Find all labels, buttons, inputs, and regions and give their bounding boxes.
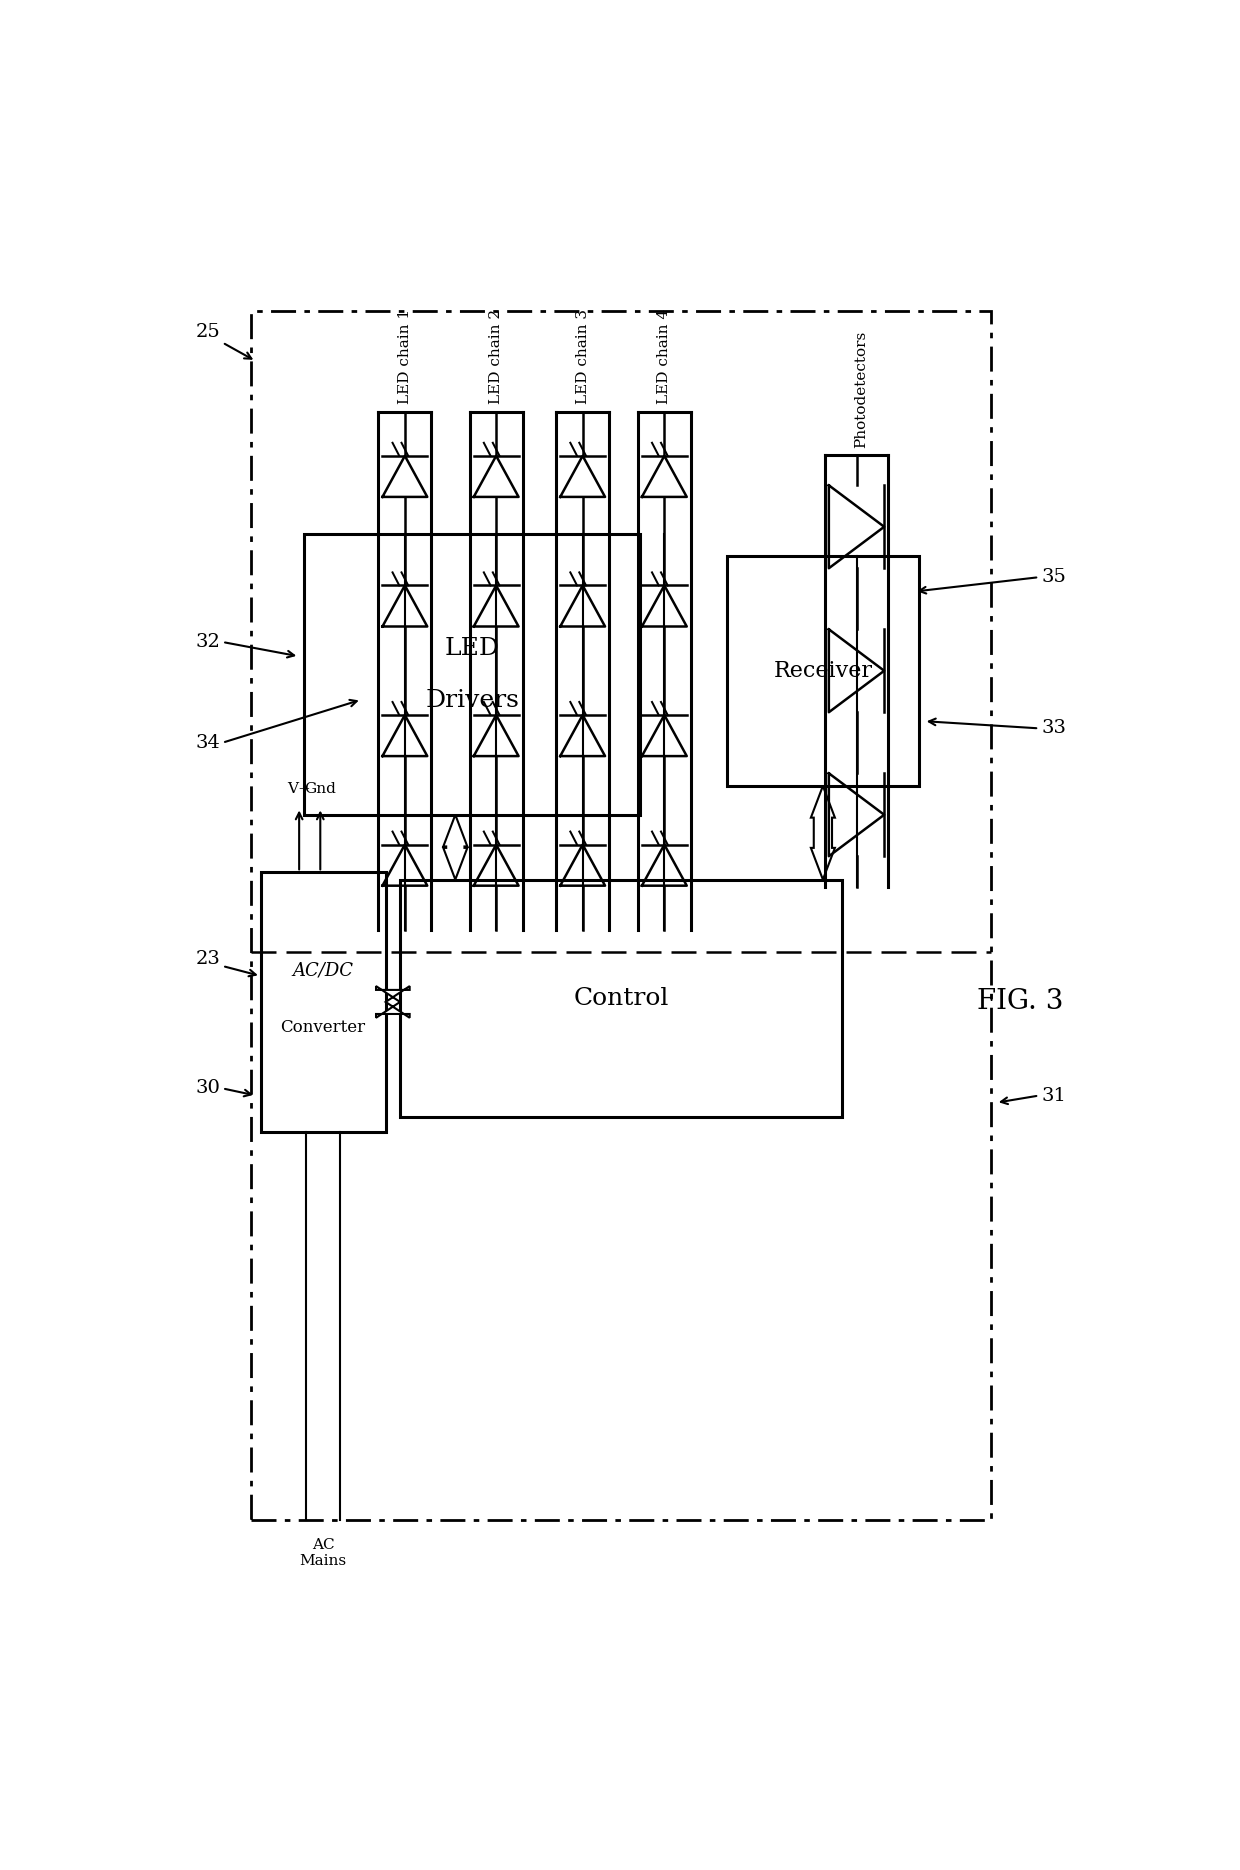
FancyBboxPatch shape	[250, 310, 991, 1520]
FancyBboxPatch shape	[304, 535, 640, 815]
Text: 25: 25	[196, 324, 221, 342]
FancyBboxPatch shape	[260, 871, 386, 1131]
Text: LED chain 3: LED chain 3	[575, 309, 590, 404]
FancyBboxPatch shape	[727, 555, 919, 785]
Text: Photodetectors: Photodetectors	[854, 331, 868, 447]
Text: Drivers: Drivers	[425, 688, 520, 712]
Text: FIG. 3: FIG. 3	[977, 989, 1063, 1015]
Text: Gnd: Gnd	[304, 782, 336, 797]
Text: Receiver: Receiver	[774, 660, 873, 683]
Text: 32: 32	[196, 632, 221, 651]
Text: AC/DC: AC/DC	[293, 961, 353, 980]
Text: AC
Mains: AC Mains	[300, 1537, 347, 1567]
Text: 34: 34	[196, 733, 221, 752]
Text: 23: 23	[196, 950, 221, 969]
Text: LED chain 4: LED chain 4	[657, 309, 671, 404]
Text: 35: 35	[1042, 568, 1066, 585]
Polygon shape	[376, 985, 409, 1017]
Text: Control: Control	[573, 987, 668, 1010]
Text: 31: 31	[1042, 1086, 1066, 1105]
Text: LED chain 1: LED chain 1	[398, 309, 412, 404]
FancyBboxPatch shape	[401, 879, 842, 1116]
Polygon shape	[444, 815, 467, 879]
Text: 33: 33	[1042, 720, 1066, 737]
Text: LED chain 2: LED chain 2	[489, 309, 503, 404]
Polygon shape	[811, 785, 835, 879]
Text: V+: V+	[288, 782, 311, 797]
Text: 30: 30	[196, 1079, 221, 1098]
Text: Converter: Converter	[280, 1019, 366, 1036]
Text: LED: LED	[445, 638, 500, 660]
